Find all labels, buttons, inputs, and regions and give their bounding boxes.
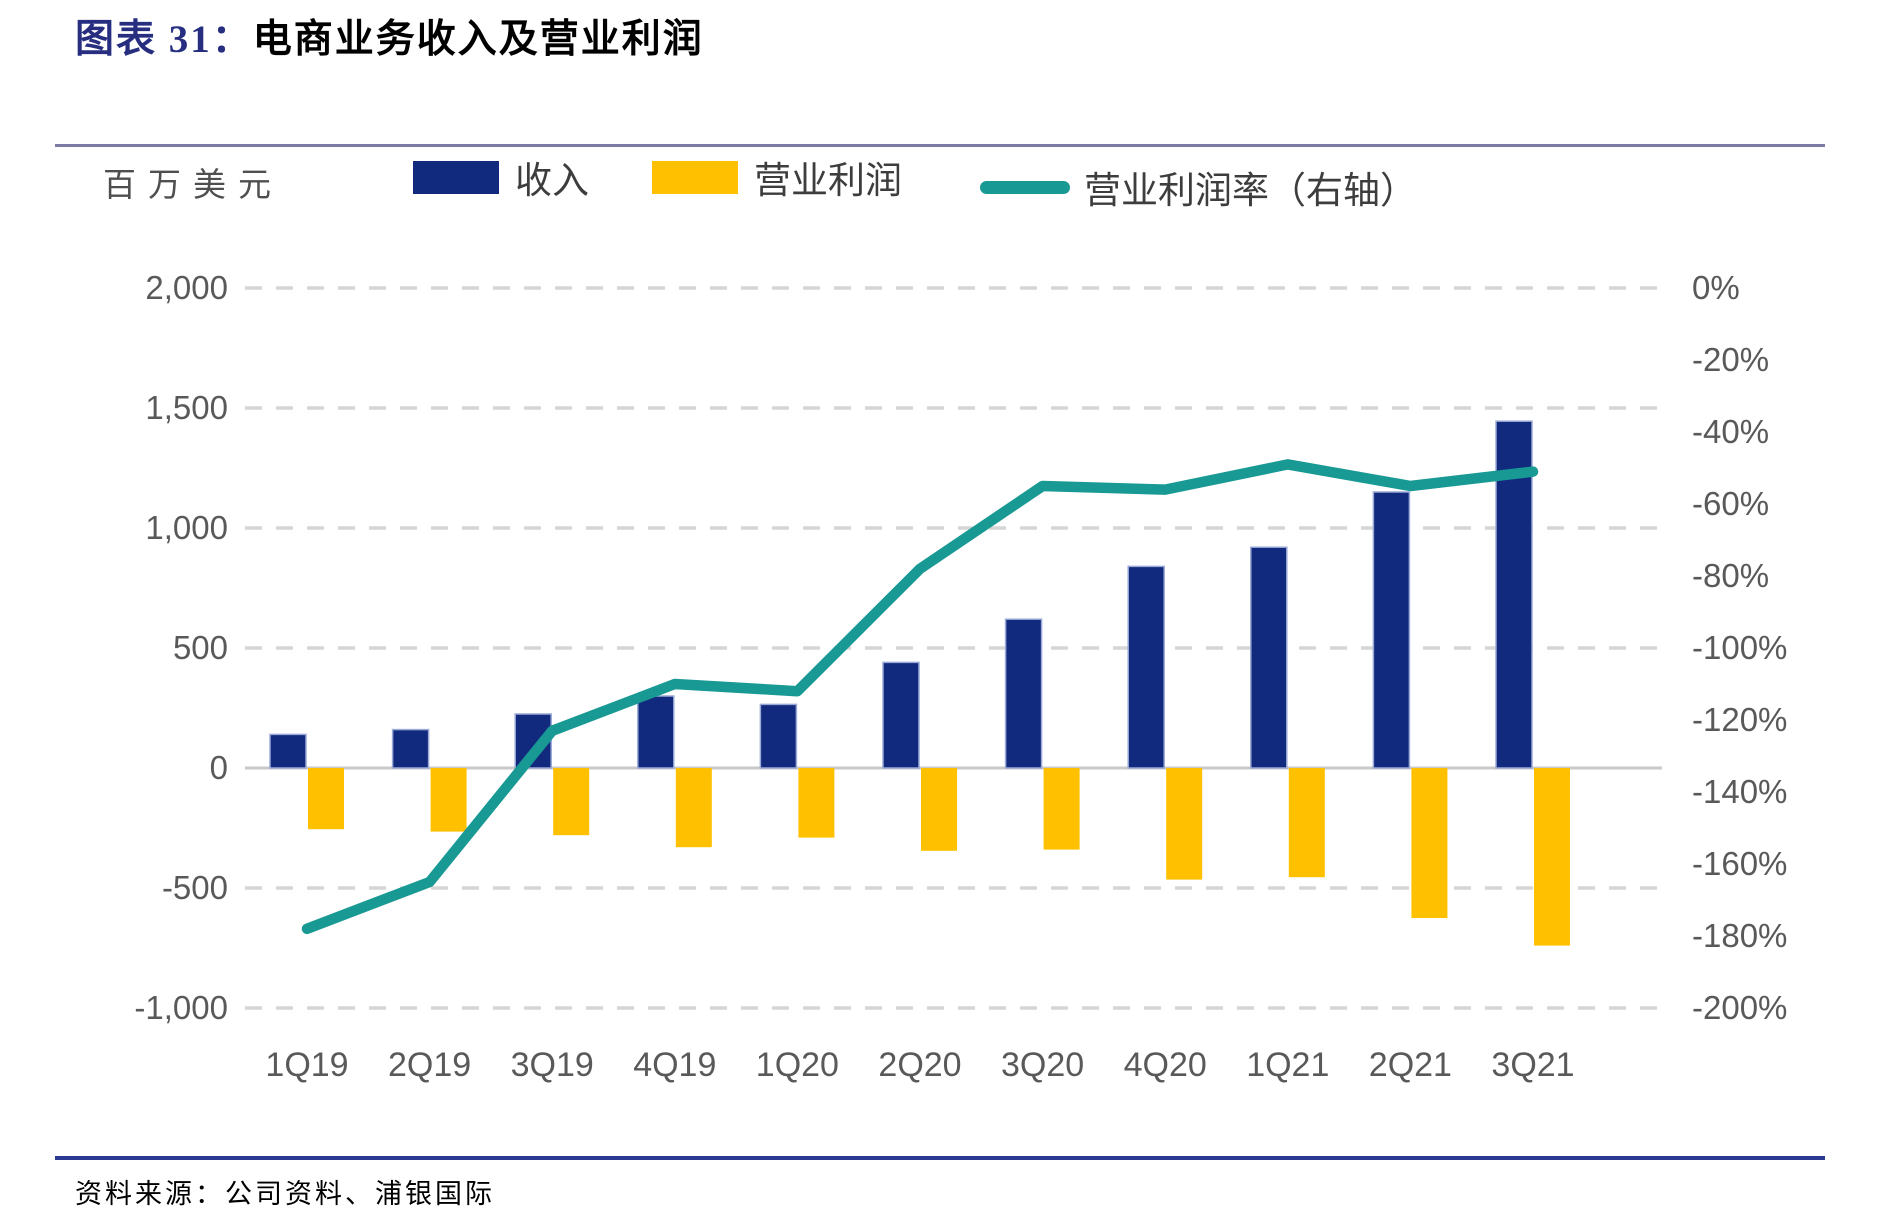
- left-axis-tick--500: -500: [161, 869, 228, 906]
- x-axis-tick-1Q19: 1Q19: [265, 1046, 349, 1084]
- left-axis-tick-0: 0: [209, 749, 228, 786]
- right-axis-tick--160%: -160%: [1692, 845, 1788, 882]
- revenue-bar-2Q21: [1372, 491, 1411, 769]
- revenue-legend-label: 收入: [515, 161, 589, 202]
- left-axis-tick-1,500: 1,500: [145, 389, 228, 426]
- profit-bar-1Q20: [798, 768, 835, 838]
- legend-item-revenue: 收入: [413, 150, 589, 204]
- left-axis-tick-1,000: 1,000: [145, 509, 228, 546]
- right-axis-tick--180%: -180%: [1692, 917, 1788, 954]
- x-axis-tick-1Q20: 1Q20: [755, 1046, 839, 1084]
- x-axis-tick-3Q20: 3Q20: [1001, 1046, 1085, 1084]
- x-axis-tick-3Q19: 3Q19: [510, 1046, 594, 1084]
- profit-legend-label: 营业利润: [754, 161, 902, 202]
- source-note: 资料来源：公司资料、浦银国际: [75, 1179, 495, 1209]
- right-axis-tick--140%: -140%: [1692, 773, 1788, 810]
- chart-title: 图表 31：电商业务收入及营业利润: [75, 8, 704, 64]
- profit-bar-3Q19: [553, 768, 590, 836]
- x-axis-tick-1Q21: 1Q21: [1246, 1046, 1330, 1084]
- revenue-bar-1Q20: [759, 703, 798, 769]
- profit-bar-3Q21: [1534, 768, 1570, 946]
- chart-title-number: 图表 31：: [75, 18, 253, 61]
- x-axis-tick-4Q20: 4Q20: [1123, 1046, 1207, 1084]
- legend-item-profit: 营业利润: [652, 150, 902, 204]
- chart-title-text: 电商业务收入及营业利润: [252, 18, 704, 61]
- profit-bar-3Q20: [1043, 768, 1080, 850]
- profit-bar-2Q19: [430, 768, 467, 832]
- x-axis-tick-2Q19: 2Q19: [388, 1046, 472, 1084]
- margin-legend-swatch: [980, 180, 1070, 194]
- bottom-divider-line: [55, 1156, 1825, 1160]
- left-axis-tick--1,000: -1,000: [134, 989, 228, 1026]
- revenue-legend-swatch: [413, 160, 499, 194]
- right-axis-tick--200%: -200%: [1692, 989, 1788, 1026]
- profit-bar-4Q19: [675, 768, 712, 848]
- right-axis-tick--100%: -100%: [1692, 629, 1788, 666]
- x-axis-tick-2Q20: 2Q20: [878, 1046, 962, 1084]
- legend-item-margin: 营业利润率（右轴）: [980, 160, 1417, 214]
- right-axis-tick-0%: 0%: [1692, 269, 1740, 306]
- revenue-bar-4Q19: [637, 695, 675, 769]
- revenue-bar-2Q19: [391, 728, 430, 769]
- margin-line: [301, 459, 1539, 935]
- right-axis-tick--80%: -80%: [1692, 557, 1770, 594]
- right-axis-tick--120%: -120%: [1692, 701, 1788, 738]
- margin-legend-label: 营业利润率（右轴）: [1084, 171, 1417, 212]
- x-axis-tick-4Q19: 4Q19: [633, 1046, 717, 1084]
- x-axis-tick-2Q21: 2Q21: [1368, 1046, 1452, 1084]
- revenue-bar-3Q20: [1004, 618, 1043, 769]
- profit-bar-1Q19: [308, 768, 344, 830]
- x-axis-tick-3Q21: 3Q21: [1491, 1046, 1575, 1084]
- profit-legend-swatch: [652, 160, 738, 194]
- top-divider-line: [55, 144, 1825, 147]
- revenue-bar-1Q19: [269, 733, 307, 769]
- revenue-bar-1Q21: [1250, 546, 1288, 769]
- revenue-bar-2Q20: [882, 661, 920, 769]
- left-axis-tick-2,000: 2,000: [145, 269, 228, 306]
- left-axis-unit-label: 百万美元: [103, 168, 283, 204]
- revenue-bar-4Q20: [1127, 565, 1165, 769]
- left-axis-tick-500: 500: [172, 629, 228, 666]
- profit-bar-2Q20: [921, 768, 957, 851]
- right-axis-tick--40%: -40%: [1692, 413, 1770, 450]
- profit-bar-1Q21: [1288, 768, 1325, 878]
- profit-bar-2Q21: [1411, 768, 1448, 918]
- profit-bar-4Q20: [1166, 768, 1203, 880]
- right-axis-tick--60%: -60%: [1692, 485, 1770, 522]
- right-axis-tick--20%: -20%: [1692, 341, 1770, 378]
